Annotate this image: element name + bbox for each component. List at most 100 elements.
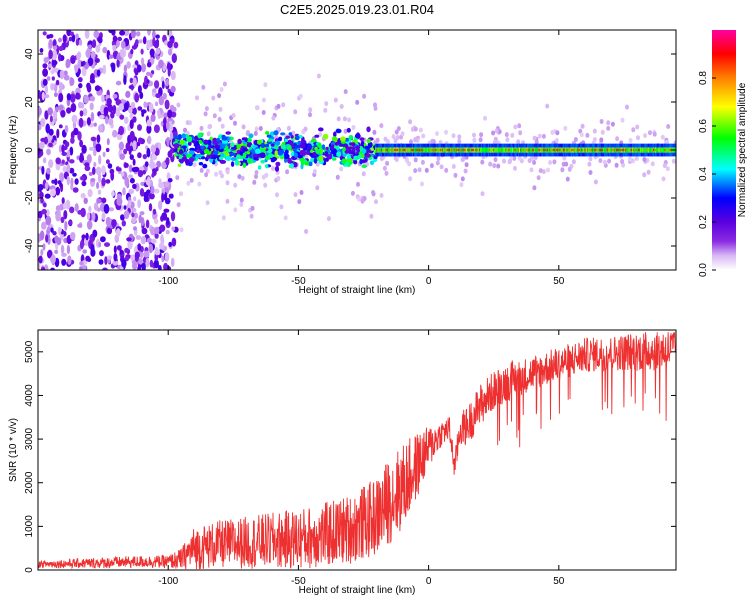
spectrogram-cell xyxy=(116,58,120,68)
spectrogram-panel: -100 -50 0 50 -40 -20 0 20 40 Height of straight… xyxy=(8,29,677,296)
spectrogram-cell xyxy=(152,30,156,39)
spectrogram-cell xyxy=(100,236,106,243)
spectrogram-cell xyxy=(240,175,245,181)
spectrogram-xtick-label: 50 xyxy=(553,276,565,287)
spectrogram-cell xyxy=(283,153,290,160)
spectrogram-cell xyxy=(171,53,177,64)
spectrogram-cell xyxy=(161,255,165,263)
spectrogram-cell xyxy=(293,192,298,198)
spectrogram-cell xyxy=(537,133,542,139)
spectrogram-ytick-label: 40 xyxy=(24,48,35,60)
spectrogram-cell xyxy=(51,76,55,81)
spectrogram-cell xyxy=(333,144,339,149)
spectrogram-cell xyxy=(405,158,410,164)
spectrogram-cell xyxy=(354,133,361,139)
spectrogram-cell xyxy=(256,139,263,145)
spectrogram-cell xyxy=(334,141,339,146)
spectrogram-cell xyxy=(166,62,171,71)
spectrogram-cell xyxy=(260,159,266,164)
spectrogram-cell xyxy=(527,158,532,164)
spectrogram-cell xyxy=(359,137,365,141)
spectrogram-cell xyxy=(150,114,156,122)
spectrogram-cell xyxy=(112,129,118,138)
spectrogram-cell xyxy=(277,137,282,141)
spectrogram-cell xyxy=(286,125,291,131)
spectrogram-cell xyxy=(297,155,304,159)
spectrogram-cell xyxy=(58,37,62,43)
spectrogram-cell xyxy=(163,117,167,126)
spectrogram-cell xyxy=(87,57,94,67)
spectrogram-cell xyxy=(383,136,388,142)
spectrogram-cell xyxy=(665,139,669,145)
spectrogram-cell xyxy=(104,242,110,248)
spectrogram-cell xyxy=(147,135,152,145)
spectrogram-cell xyxy=(154,226,160,235)
spectrogram-cell xyxy=(106,227,112,234)
spectrogram-cell xyxy=(91,211,96,222)
spectrogram-cell xyxy=(472,137,477,143)
snr-ylabel: SNR (10 * v/v) xyxy=(8,418,19,482)
spectrogram-cell xyxy=(45,215,52,226)
spectrogram-cell xyxy=(196,149,201,153)
spectrogram-cell xyxy=(671,158,676,164)
spectrogram-cell xyxy=(351,142,356,147)
spectrogram-cell xyxy=(221,215,226,221)
spectrogram-cell xyxy=(126,237,132,242)
spectrogram-cell xyxy=(303,151,311,155)
spectrogram-cell xyxy=(137,243,142,251)
spectrogram-cell xyxy=(141,111,145,117)
spectrogram-cell xyxy=(50,254,56,265)
spectrogram-cell xyxy=(301,129,306,135)
spectrogram-cell xyxy=(217,116,222,122)
spectrogram-cell xyxy=(239,156,244,160)
spectrogram-cell xyxy=(137,152,142,159)
spectrogram-cell xyxy=(550,130,555,135)
spectrogram-cell xyxy=(135,31,141,37)
spectrogram-cell xyxy=(121,220,127,227)
spectrogram-cell xyxy=(79,139,83,148)
spectrogram-cell xyxy=(167,150,173,158)
spectrogram-cell xyxy=(324,158,329,162)
spectrogram-cell xyxy=(111,62,116,73)
spectrogram-cell xyxy=(502,158,506,164)
spectrogram-cell xyxy=(39,191,44,199)
spectrogram-ytick-label: -20 xyxy=(24,190,35,205)
spectrogram-cell xyxy=(330,144,335,150)
spectrogram-cell xyxy=(181,145,187,149)
spectrogram-cell xyxy=(121,40,126,49)
spectrogram-cell xyxy=(564,161,569,167)
spectrogram-cell xyxy=(298,93,303,99)
spectrogram-cell xyxy=(166,217,170,226)
spectrogram-cell xyxy=(53,92,58,98)
spectrogram-cell xyxy=(250,205,255,211)
spectrogram-cell xyxy=(607,158,612,164)
spectrogram-cell xyxy=(205,168,210,174)
spectrogram-cell xyxy=(105,147,110,153)
spectrogram-cell xyxy=(76,52,81,61)
spectrogram-cell xyxy=(253,156,259,161)
spectrogram-cell xyxy=(48,142,53,148)
spectrogram-cell xyxy=(203,111,208,117)
spectrogram-cell xyxy=(55,79,60,86)
spectrogram-cell xyxy=(66,107,72,114)
spectrogram-cell xyxy=(273,144,280,151)
spectrogram-cell xyxy=(254,126,259,132)
spectrogram-cell xyxy=(170,85,176,93)
spectrogram-cell xyxy=(545,103,550,109)
spectrogram-cell xyxy=(379,156,384,162)
spectrogram-cell xyxy=(44,193,51,199)
spectrogram-cell xyxy=(84,162,90,168)
spectrogram-cell xyxy=(491,130,496,136)
spectrogram-cell xyxy=(48,159,54,169)
spectrogram-cell xyxy=(85,255,91,262)
spectrogram-cell xyxy=(146,237,152,243)
spectrogram-cell xyxy=(63,74,70,81)
spectrogram-cell xyxy=(84,30,90,39)
spectrogram-cell xyxy=(108,104,114,113)
spectrogram-cell xyxy=(66,163,71,173)
spectrogram-cell xyxy=(123,75,127,85)
spectrogram-cell xyxy=(199,125,204,131)
spectrogram-cell xyxy=(435,160,440,166)
spectrogram-cell xyxy=(169,131,174,140)
spectrogram-cell xyxy=(299,149,306,155)
